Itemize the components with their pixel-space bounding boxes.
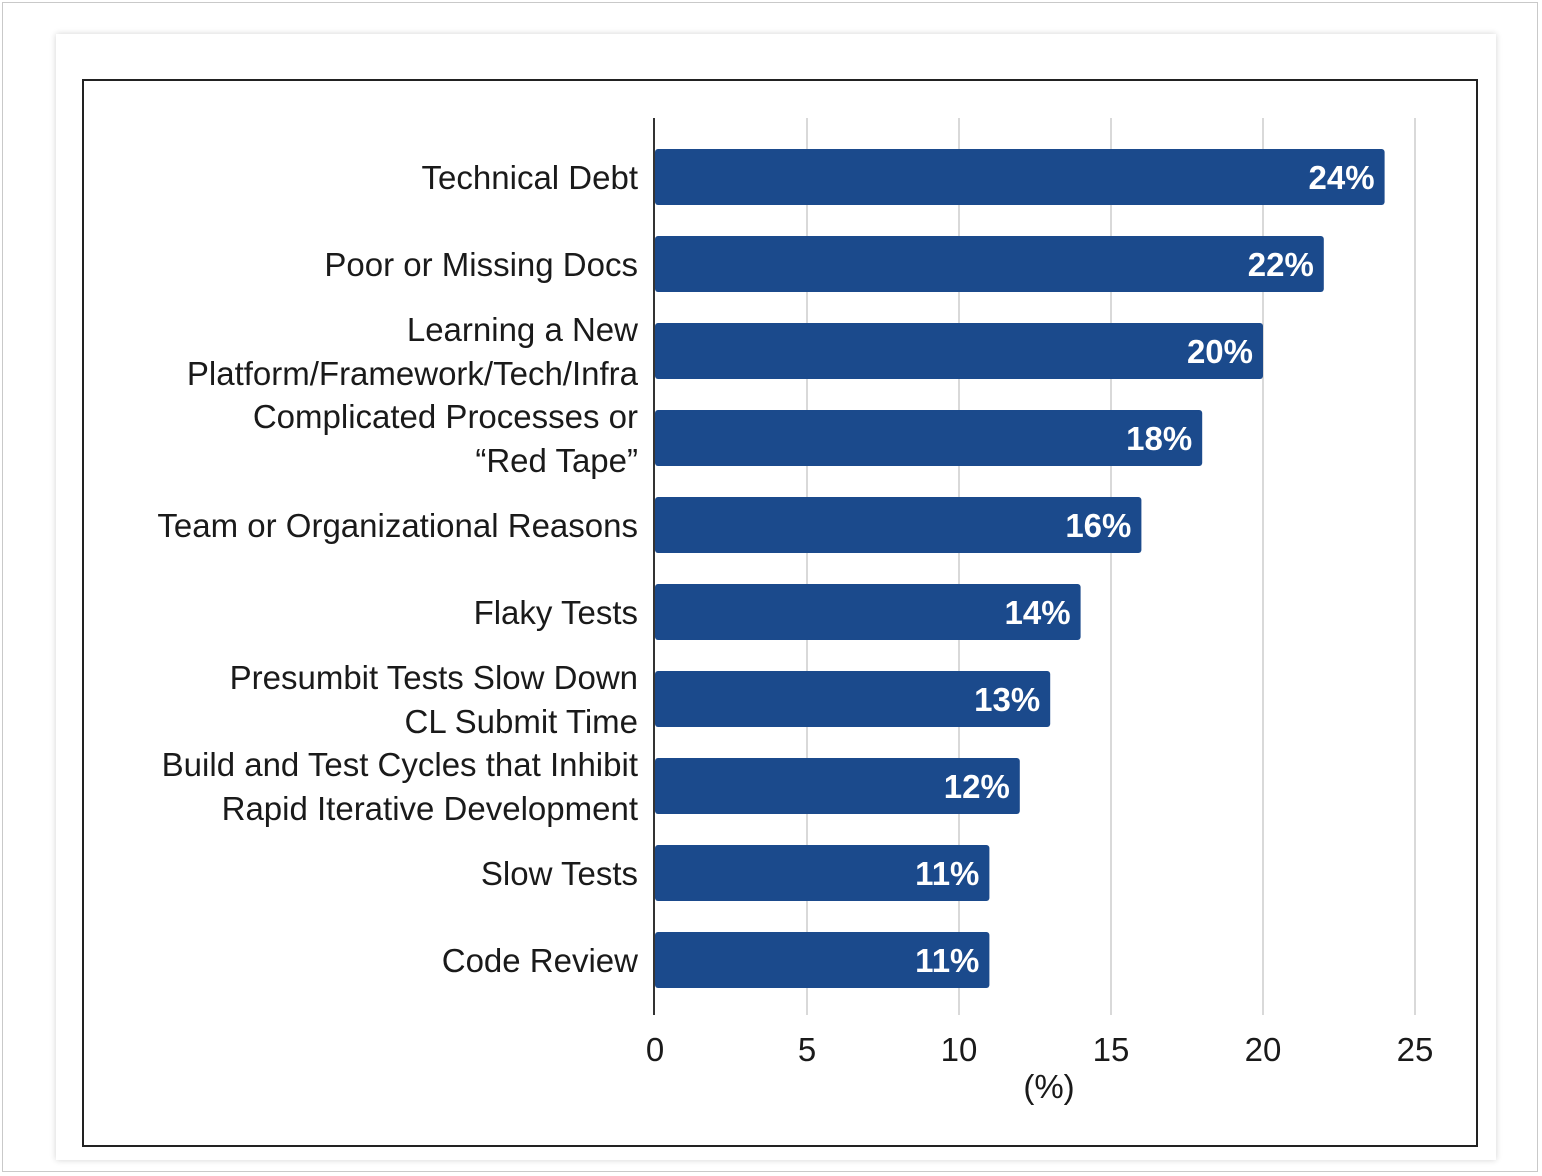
category-label: Technical Debt	[422, 159, 638, 196]
x-tick-label: 5	[798, 1031, 816, 1068]
bar	[655, 497, 1142, 553]
bar-value-label: 11%	[915, 855, 979, 892]
category-label: Code Review	[442, 942, 638, 979]
bar	[655, 671, 1051, 727]
bars: 24% 22% 20% 18% 16% 14% 13% 12% 11% 11%	[655, 149, 1385, 988]
category-label: Build and Test Cycles that Inhibit	[162, 746, 638, 783]
bar	[655, 323, 1263, 379]
bar	[655, 845, 990, 901]
bar-value-label: 13%	[974, 681, 1040, 718]
category-label: Complicated Processes or	[253, 398, 638, 435]
bar-value-label: 11%	[915, 942, 979, 979]
bar	[655, 584, 1081, 640]
x-axis-ticks: 0 5 10 15 20 25	[646, 1031, 1434, 1068]
bar	[655, 410, 1203, 466]
category-label: Presumbit Tests Slow Down	[230, 659, 638, 696]
x-tick-label: 10	[941, 1031, 978, 1068]
x-tick-label: 15	[1093, 1031, 1130, 1068]
category-label: Flaky Tests	[474, 594, 638, 631]
category-label: Slow Tests	[481, 855, 638, 892]
bar-value-label: 22%	[1248, 246, 1314, 283]
bar	[655, 932, 990, 988]
category-labels: Technical Debt Poor or Missing Docs Learni…	[157, 159, 638, 979]
x-tick-label: 0	[646, 1031, 664, 1068]
category-label: “Red Tape”	[475, 442, 638, 479]
x-tick-label: 20	[1245, 1031, 1282, 1068]
bar-value-label: 12%	[944, 768, 1010, 805]
category-label: Rapid Iterative Development	[222, 790, 638, 827]
x-axis-title: (%)	[1023, 1068, 1074, 1105]
bar	[655, 758, 1020, 814]
bar-value-label: 16%	[1065, 507, 1131, 544]
category-label: Platform/Framework/Tech/Infra	[187, 355, 639, 392]
category-label: Learning a New	[407, 311, 638, 348]
bar	[655, 236, 1324, 292]
bar	[655, 149, 1385, 205]
x-tick-label: 25	[1397, 1031, 1434, 1068]
bar-value-label: 14%	[1005, 594, 1071, 631]
bar-value-label: 18%	[1126, 420, 1192, 457]
bar-value-label: 24%	[1309, 159, 1375, 196]
category-label: Poor or Missing Docs	[324, 246, 638, 283]
category-label: CL Submit Time	[404, 703, 638, 740]
bar-value-label: 20%	[1187, 333, 1253, 370]
category-label: Team or Organizational Reasons	[157, 507, 638, 544]
